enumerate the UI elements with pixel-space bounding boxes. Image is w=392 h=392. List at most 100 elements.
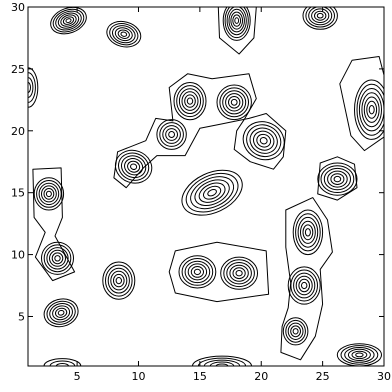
contour-ring	[46, 300, 76, 325]
contour-ring	[193, 268, 201, 276]
contour-ring	[368, 105, 375, 115]
plot-frame	[27, 6, 385, 367]
contour-ring	[49, 360, 76, 366]
contour-peak-12	[317, 162, 358, 196]
contour-peak-0	[50, 7, 87, 35]
contour-ring	[230, 98, 238, 106]
contour-ring	[38, 182, 60, 206]
contour-ring	[290, 269, 319, 302]
contour-ring	[194, 179, 230, 207]
y-tick-label: 25	[11, 63, 25, 76]
contour-ring	[304, 228, 311, 237]
contour-ring	[107, 267, 130, 294]
contour-ring	[311, 8, 330, 23]
contour-ring	[106, 20, 142, 48]
contour-peak-10	[114, 149, 153, 184]
contour-ring	[292, 328, 299, 335]
y-tick-label: 30	[11, 1, 25, 14]
contour-lines	[28, 7, 384, 366]
contour-ring	[226, 262, 252, 285]
contour-ring	[333, 175, 342, 183]
contour-ring	[109, 23, 139, 46]
contour-ring	[242, 121, 285, 161]
contour-ring	[33, 177, 65, 211]
contour-ring	[354, 79, 384, 140]
x-tick-label: 5	[74, 370, 81, 383]
contour-ring	[52, 8, 85, 33]
contour-peak-6	[216, 84, 252, 121]
contour-ring	[184, 260, 211, 284]
contour-ring	[222, 90, 247, 115]
contour-ring	[300, 220, 316, 244]
contour-ring	[246, 124, 282, 158]
contour-ring	[203, 185, 222, 200]
contour-ring	[234, 17, 240, 24]
x-tick-label: 20	[254, 370, 268, 383]
contour-ring	[43, 188, 55, 200]
contour-ring	[293, 272, 316, 299]
contour-ring	[323, 167, 351, 191]
y-tick-label: 10	[11, 249, 25, 262]
contour-ring	[226, 7, 247, 36]
x-tick-label: 30	[377, 370, 391, 383]
contour-ring	[215, 363, 229, 366]
contour-ring	[120, 155, 147, 179]
contour-peak-21	[282, 317, 309, 346]
x-tick-label: 10	[131, 370, 145, 383]
contour-ring	[358, 88, 384, 132]
contour-ring	[181, 91, 199, 111]
contour-ring	[55, 10, 82, 31]
contour-peak-22	[336, 343, 382, 366]
contour-ring	[301, 281, 308, 290]
contour-ring	[60, 14, 77, 27]
contour-ring	[302, 7, 338, 30]
contour-ring	[54, 307, 68, 318]
contour-ring	[287, 266, 321, 305]
contour-ring	[49, 249, 66, 267]
contour-ring	[249, 127, 278, 154]
contour-peak-5	[173, 82, 207, 121]
contour-ring	[317, 162, 358, 196]
y-tick-label: 15	[11, 187, 25, 200]
x-tick-label: 15	[193, 370, 207, 383]
contour-peak-20	[43, 298, 79, 328]
contour-outline-4	[217, 7, 257, 55]
y-tick-label: 5	[18, 310, 25, 323]
contour-ring	[41, 185, 57, 203]
contour-ring	[220, 256, 259, 290]
contour-ring	[295, 275, 313, 296]
contour-ring	[130, 163, 138, 170]
contour-ring	[320, 165, 355, 194]
contour-ring	[207, 189, 217, 197]
contour-peak-3	[302, 7, 338, 30]
contour-ring	[356, 83, 384, 136]
contour-peak-7	[156, 119, 187, 150]
contour-outline-3	[280, 197, 333, 361]
contour-ring	[361, 92, 383, 128]
contour-ring	[256, 133, 272, 148]
contour-ring	[252, 130, 275, 151]
contour-peak-16	[102, 261, 136, 300]
contour-ring	[46, 247, 69, 270]
contour-outline-6	[317, 156, 358, 201]
contour-ring	[192, 355, 252, 366]
contour-ring	[127, 160, 141, 173]
contour-ring	[124, 158, 144, 176]
contour-ring	[197, 357, 247, 366]
contour-peak-15	[41, 241, 74, 275]
contour-ring	[113, 273, 125, 288]
contour-ring	[168, 131, 176, 138]
contour-ring	[173, 82, 207, 121]
contour-ring	[50, 7, 87, 35]
contour-ring	[114, 149, 153, 184]
contour-ring	[181, 258, 214, 286]
contour-ring	[117, 29, 130, 39]
contour-ring	[55, 363, 69, 366]
contour-ring	[28, 82, 31, 93]
contour-ring	[187, 263, 208, 281]
contour-ring	[176, 85, 204, 118]
contour-ring	[43, 244, 72, 273]
contour-peak-13	[33, 177, 65, 211]
contour-ring	[292, 209, 324, 256]
contour-ring	[287, 322, 304, 340]
